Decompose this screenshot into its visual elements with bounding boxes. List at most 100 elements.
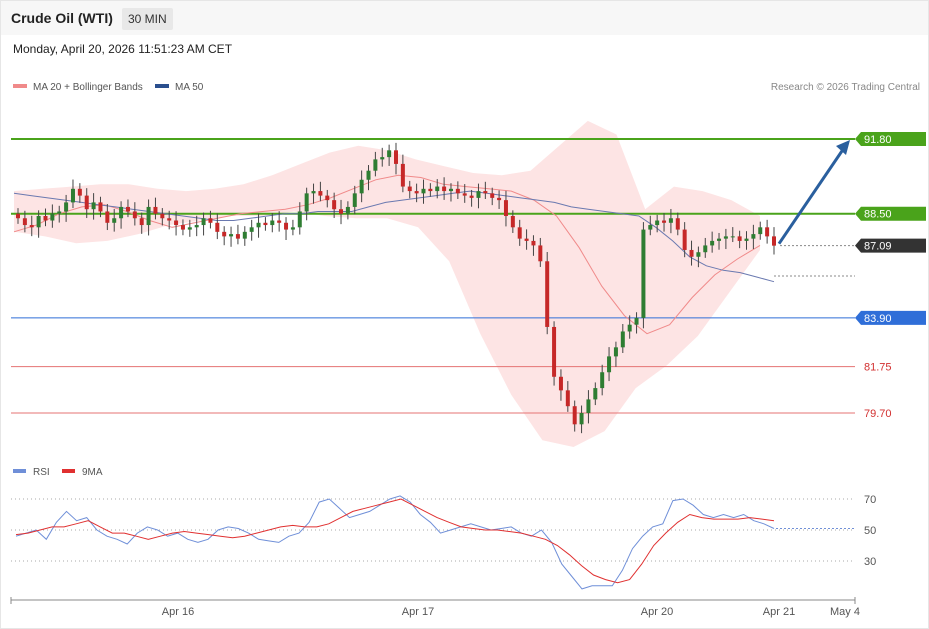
candle-body (70, 188, 75, 203)
candle-body (627, 324, 632, 332)
rsi-tick-50: 50 (864, 525, 876, 537)
candle-body (345, 206, 350, 214)
level-label-81.75: 81.75 (864, 362, 892, 374)
candle-body (565, 390, 570, 407)
candle-body (723, 236, 728, 239)
candle-body (304, 193, 309, 212)
candle-body (339, 209, 344, 214)
candle-body (455, 188, 460, 194)
candle-body (187, 227, 192, 230)
candle-body (249, 227, 254, 232)
x-tick-apr-17: Apr 17 (402, 606, 434, 618)
candle-body (737, 236, 742, 241)
level-label-83.90: 83.90 (864, 313, 892, 325)
rsi-ma-line (15, 498, 775, 584)
candle-body (476, 191, 481, 198)
rsi-ma-legend-label: 9MA (82, 467, 103, 478)
candle-body (297, 211, 302, 228)
candle-body (421, 188, 426, 194)
candle-body (607, 356, 612, 373)
forecast-arrow-shaft (777, 147, 846, 245)
candle-body (16, 213, 20, 219)
candle-body (730, 236, 735, 238)
candle-body (222, 231, 227, 237)
candle-body (311, 191, 316, 194)
candle-body (744, 238, 749, 241)
candle-body (758, 227, 763, 235)
candle-body (400, 163, 405, 187)
candle-body (696, 252, 701, 257)
candle-body (655, 220, 660, 226)
rsi-tick-30: 30 (864, 556, 876, 568)
candle-body (448, 188, 453, 192)
candle-body (414, 191, 419, 194)
candle-body (242, 231, 247, 239)
candle-body (442, 186, 447, 192)
rsi-legend-label: RSI (33, 467, 50, 478)
candle-body (469, 195, 474, 198)
candle-body (277, 220, 282, 223)
candle-body (531, 240, 536, 246)
candle-body (352, 193, 357, 207)
candle-body (146, 206, 151, 226)
candle-body (325, 195, 330, 201)
candle-body (91, 202, 96, 210)
candle-body (215, 222, 220, 232)
candle-body (579, 413, 584, 425)
candle-body (510, 215, 515, 228)
candle-body (180, 225, 185, 230)
candle-body (160, 213, 165, 219)
candle-body (497, 197, 502, 201)
candle-body (22, 218, 27, 226)
candle-body (772, 236, 776, 246)
timestamp: Monday, April 20, 2026 11:51:23 AM CET (13, 42, 233, 56)
candle-body (394, 150, 398, 164)
candle-body (153, 206, 158, 214)
level-label-79.70: 79.70 (864, 408, 892, 420)
candle-body (641, 229, 646, 318)
candle-body (765, 227, 770, 237)
candle-body (174, 220, 179, 226)
candle-body (710, 240, 715, 246)
level-label-91.80: 91.80 (864, 134, 892, 146)
x-tick-apr-16: Apr 16 (162, 606, 194, 618)
ma50-legend-label: MA 50 (175, 82, 204, 93)
candle-body (208, 218, 213, 223)
candle-body (503, 200, 508, 216)
candle-body (600, 372, 605, 389)
candle-body (648, 225, 653, 230)
candle-body (462, 193, 467, 196)
candle-body (270, 220, 275, 226)
candle-body (77, 188, 82, 196)
candle-body (634, 317, 639, 325)
candle-body (98, 202, 103, 212)
candle-body (201, 218, 206, 226)
candle-body (359, 179, 364, 194)
rsi-line (15, 495, 775, 590)
bollinger-band (14, 120, 760, 448)
candle-body (119, 206, 124, 219)
rsi-tick-70: 70 (864, 494, 876, 506)
candle-body (682, 229, 687, 250)
level-tag-91.80 (855, 132, 926, 146)
candle-body (524, 238, 529, 241)
candle-body (318, 191, 323, 196)
candle-body (545, 261, 550, 327)
candle-body (620, 331, 625, 348)
candle-body (552, 326, 557, 377)
candle-body (43, 215, 48, 221)
candle-body (84, 195, 89, 210)
level-tag-83.90 (855, 310, 926, 325)
price-plot: 91.80 88.50 87.09 83.90 81.75 79.70 (11, 120, 926, 448)
candle-body (132, 211, 137, 219)
candle-body (387, 150, 392, 158)
ma20-legend-swatch (13, 84, 27, 88)
candle-body (125, 206, 130, 212)
candle-body (428, 188, 433, 192)
candle-body (366, 170, 371, 180)
timeframe-button[interactable]: 30 MIN (122, 8, 173, 30)
candle-body (235, 234, 240, 239)
header-bar: Crude Oil (WTI) 30 MIN (1, 1, 928, 35)
x-tick-may-4: May 4 (830, 606, 860, 618)
